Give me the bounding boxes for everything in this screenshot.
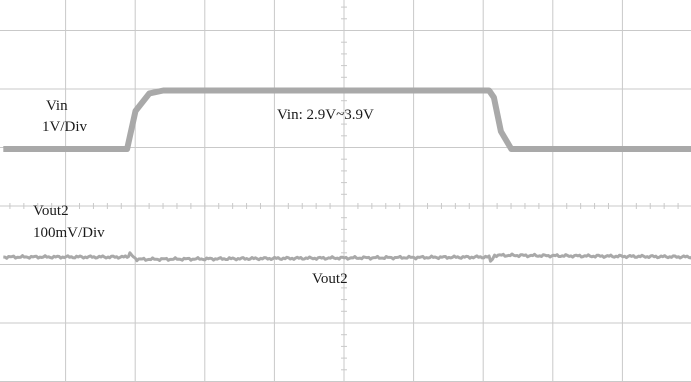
vin-channel-label: Vin: [46, 98, 68, 114]
vin-scale-label: 1V/Div: [42, 119, 87, 135]
vin-range-annotation: Vin: 2.9V~3.9V: [277, 107, 374, 123]
vout-channel-label: Vout2: [33, 203, 69, 219]
vout-scale-label: 100mV/Div: [33, 225, 105, 241]
vout2-trace: [3, 251, 691, 263]
traces: [3, 87, 691, 263]
vout-trace-annotation: Vout2: [312, 271, 348, 287]
vin-trace: [3, 87, 691, 152]
